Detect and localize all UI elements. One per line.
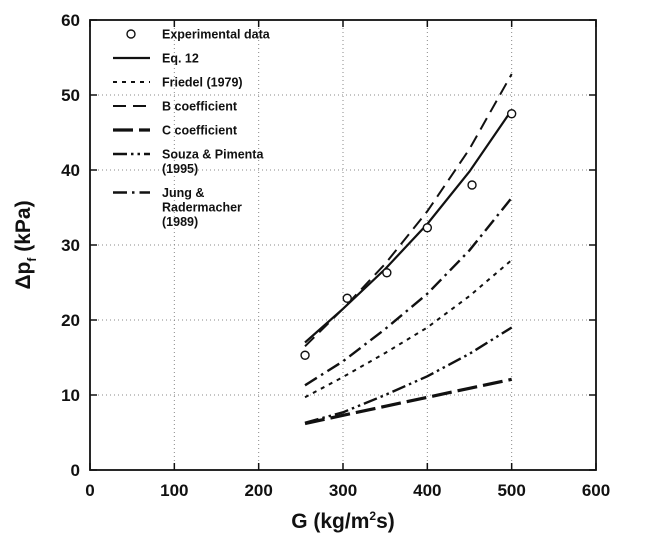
x-tick-label: 0 (85, 481, 94, 500)
axis-ticks: 0 100 200 300 400 500 600 0 10 20 30 40 50 60 (61, 11, 610, 500)
series-line-dashed (304, 73, 513, 348)
legend-label: B coefficient (162, 100, 238, 114)
legend: Experimental data Eq. 12 Friedel (1979) B c… (113, 28, 271, 229)
y-tick-label: 50 (61, 86, 80, 105)
series-lines (304, 73, 513, 426)
legend-label: Friedel (1979) (162, 76, 243, 90)
data-point (342, 293, 352, 303)
legend-label: (1995) (162, 162, 198, 176)
y-tick-label: 0 (71, 461, 80, 480)
x-tick-label: 500 (497, 481, 525, 500)
data-point (300, 350, 310, 360)
x-tick-label: 600 (582, 481, 610, 500)
x-tick-label: 100 (160, 481, 188, 500)
series-line-long-dash (304, 377, 513, 426)
legend-label: Eq. 12 (162, 52, 199, 66)
y-tick-label: 30 (61, 236, 80, 255)
series-line-solid (304, 109, 513, 344)
plot-frame (89, 19, 597, 471)
series-line-dash-dot (304, 197, 513, 387)
legend-label: (1989) (162, 215, 198, 229)
legend-label: Souza & Pimenta (162, 148, 264, 162)
legend-label: C coefficient (162, 124, 238, 138)
data-point (506, 109, 517, 119)
y-tick-label: 10 (61, 386, 80, 405)
x-tick-label: 200 (244, 481, 272, 500)
y-axis-title: Δpf (kPa) (12, 200, 39, 289)
series-line-dash-dot-dot (304, 326, 513, 424)
grid (90, 20, 596, 470)
y-tick-label: 20 (61, 311, 80, 330)
experimental-points (300, 109, 517, 360)
x-tick-label: 300 (329, 481, 357, 500)
y-tick-label: 60 (61, 11, 80, 30)
data-point (422, 223, 433, 233)
legend-marker-experimental (126, 29, 136, 39)
data-point (382, 268, 392, 278)
x-axis-title: G (kg/m2s) (291, 509, 395, 533)
data-point (467, 180, 477, 190)
legend-label: Radermacher (162, 201, 242, 215)
legend-label: Experimental data (162, 28, 271, 42)
legend-label: Jung & (162, 186, 204, 200)
x-tick-label: 400 (413, 481, 441, 500)
y-tick-label: 40 (61, 161, 80, 180)
series-line-dotted (304, 259, 513, 399)
